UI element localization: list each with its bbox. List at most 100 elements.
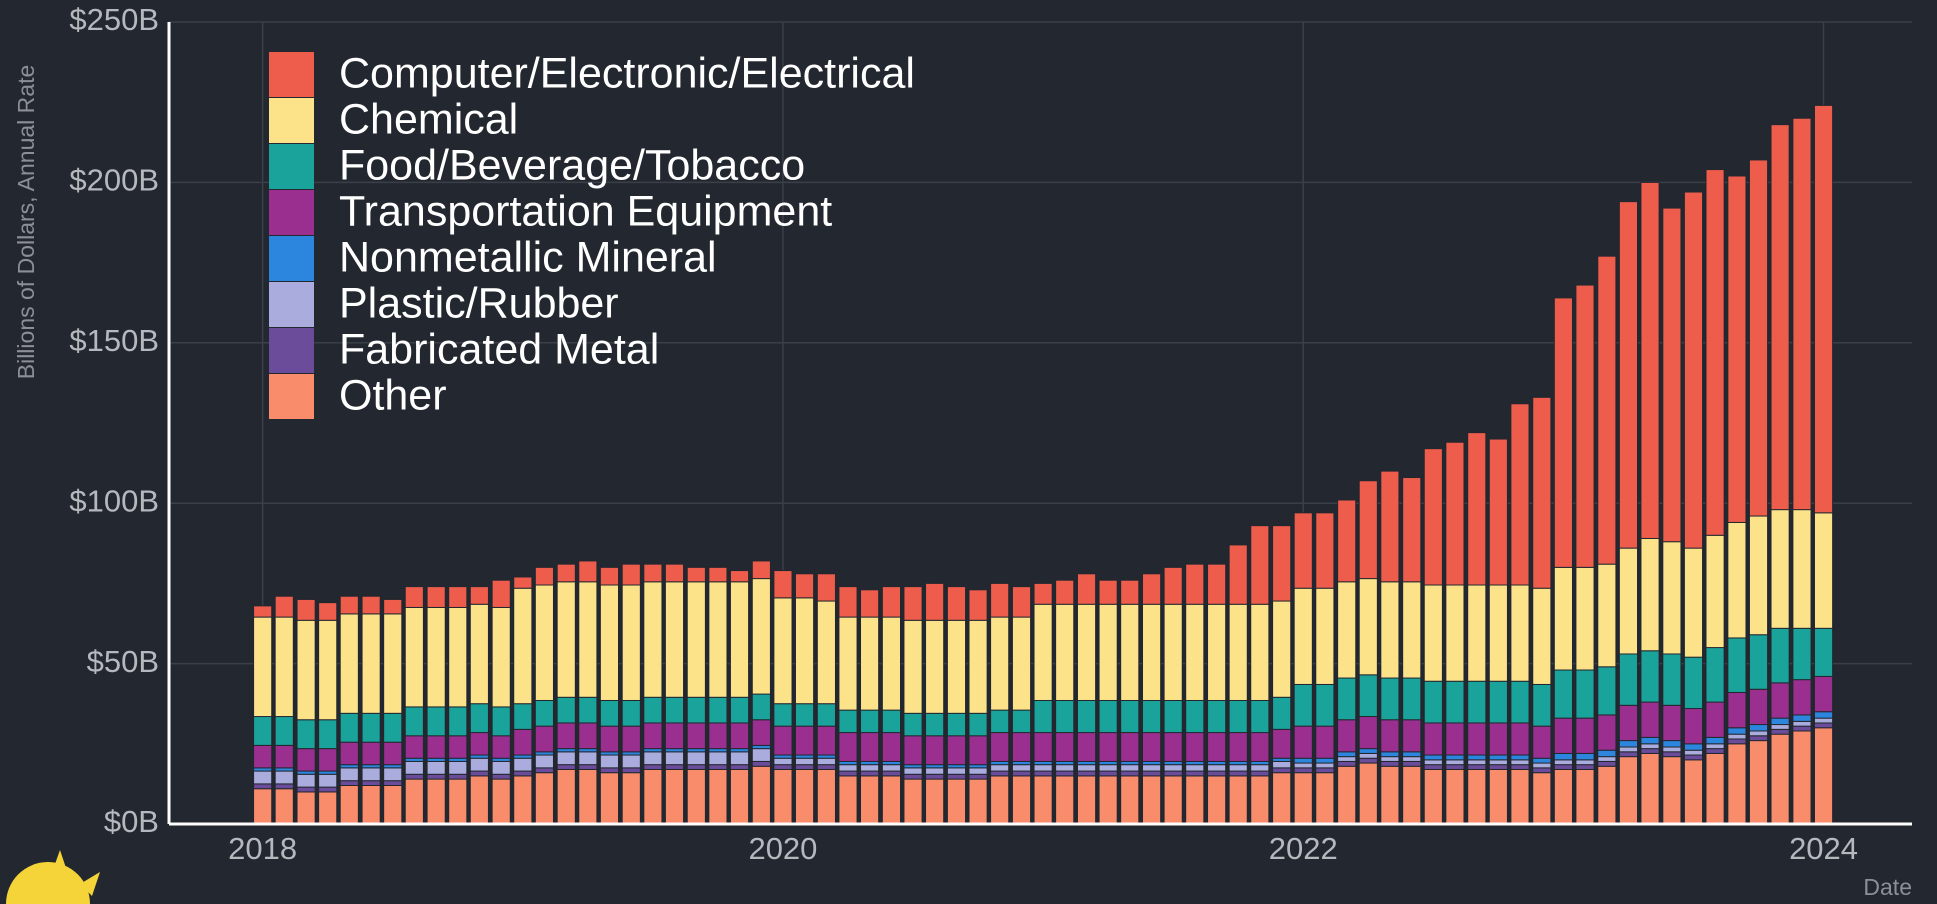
bar-segment xyxy=(1250,775,1270,825)
bar-segment xyxy=(1510,722,1530,756)
bar-segment xyxy=(491,706,511,737)
bar-segment xyxy=(1597,749,1617,758)
bar-segment xyxy=(1792,720,1812,727)
bar-segment xyxy=(1748,159,1769,517)
bar-segment xyxy=(1337,756,1357,762)
bar-segment xyxy=(1727,521,1747,639)
bar-segment xyxy=(296,791,316,825)
bar-segment xyxy=(1662,541,1682,655)
bar-segment xyxy=(274,716,294,746)
bar-segment xyxy=(1358,752,1378,759)
bar-segment xyxy=(318,602,338,621)
bar-segment xyxy=(925,712,945,737)
bar-segment xyxy=(296,719,316,750)
bar-segment xyxy=(1640,181,1660,539)
bar-segment xyxy=(1055,764,1075,772)
bar-segment xyxy=(383,712,403,743)
legend-label: Other xyxy=(339,371,447,419)
bar-segment xyxy=(404,735,424,759)
bar-segment xyxy=(253,716,273,746)
bar-segment xyxy=(968,773,988,780)
bar-segment xyxy=(1640,748,1660,754)
bar-segment xyxy=(1185,699,1205,734)
bar-segment xyxy=(1142,573,1162,605)
bar-segment xyxy=(578,751,598,766)
bar-segment xyxy=(448,760,468,775)
bar-segment xyxy=(318,791,338,825)
bar-segment xyxy=(1380,581,1400,679)
x-tick-label: 2018 xyxy=(228,831,297,866)
bar-segment xyxy=(469,732,489,756)
bar-segment xyxy=(1597,563,1617,668)
bar-segment xyxy=(751,765,771,825)
bar-segment xyxy=(1770,124,1790,511)
bar-segment xyxy=(578,581,598,698)
bar-segment xyxy=(491,773,511,780)
bar-segment xyxy=(1618,653,1639,706)
bar-segment xyxy=(1553,768,1573,825)
bar-segment xyxy=(816,757,836,766)
bar-segment xyxy=(339,595,359,615)
bar-segment xyxy=(1163,775,1183,825)
bar-segment xyxy=(1510,754,1530,761)
bar-segment xyxy=(664,563,685,583)
bar-segment xyxy=(1250,525,1270,605)
bar-segment xyxy=(1748,724,1769,732)
bar-segment xyxy=(1272,728,1292,759)
bar-segment xyxy=(773,725,793,756)
legend: Computer/Electronic/ElectricalChemicalFo… xyxy=(269,49,915,419)
bar-segment xyxy=(448,773,468,780)
bar-segment xyxy=(816,703,836,727)
logo-ray xyxy=(50,850,70,880)
bar-segment xyxy=(664,696,685,724)
bar-segment xyxy=(1553,566,1573,671)
bar-segment xyxy=(1337,677,1357,721)
bar-segment xyxy=(1662,740,1682,748)
bar-segment xyxy=(664,751,685,766)
bar-segment xyxy=(1813,627,1834,677)
bar-segment xyxy=(946,778,967,825)
bar-segment xyxy=(469,757,489,772)
bar-segment xyxy=(1207,775,1227,825)
bar-segment xyxy=(1011,770,1032,777)
bar-segment xyxy=(838,616,858,711)
bar-segment xyxy=(838,775,858,825)
bar-segment xyxy=(1770,724,1790,730)
bar-segment xyxy=(1575,759,1595,766)
bar-segment xyxy=(794,573,815,599)
x-tick-label: 2024 xyxy=(1789,831,1858,866)
bar-segment xyxy=(1207,603,1227,701)
bar-segment xyxy=(339,741,359,766)
bar-segment xyxy=(599,566,620,586)
bar-segment xyxy=(1792,627,1812,681)
bar-segment xyxy=(751,760,771,767)
bar-segment xyxy=(1575,566,1595,671)
bar-segment xyxy=(556,768,576,825)
bar-segment xyxy=(1098,579,1118,605)
bar-segment xyxy=(534,699,554,727)
logo-ray xyxy=(80,872,100,896)
bar-segment xyxy=(339,613,359,714)
bar-segment xyxy=(1510,403,1530,586)
bar-segment xyxy=(1510,768,1530,825)
bar-segment xyxy=(1683,656,1704,710)
bar-segment xyxy=(1033,699,1053,734)
bar-segment xyxy=(794,703,815,727)
bar-segment xyxy=(1402,765,1422,825)
bar-segment xyxy=(1640,537,1660,652)
bar-segment xyxy=(469,603,489,705)
bar-segment xyxy=(1813,512,1834,629)
bar-segment xyxy=(1748,688,1769,726)
bar-segment xyxy=(1423,584,1443,682)
bar-segment xyxy=(1748,735,1769,742)
bar-segment xyxy=(1683,191,1704,549)
bar-segment xyxy=(1272,600,1292,698)
bar-segment xyxy=(1272,767,1292,774)
bar-segment xyxy=(1293,725,1313,759)
bar-segment xyxy=(708,764,728,770)
bar-segment xyxy=(1727,738,1747,745)
bar-segment xyxy=(990,709,1010,734)
bar-segment xyxy=(946,773,967,780)
bar-segment xyxy=(1705,534,1725,649)
bar-segment xyxy=(383,785,403,825)
